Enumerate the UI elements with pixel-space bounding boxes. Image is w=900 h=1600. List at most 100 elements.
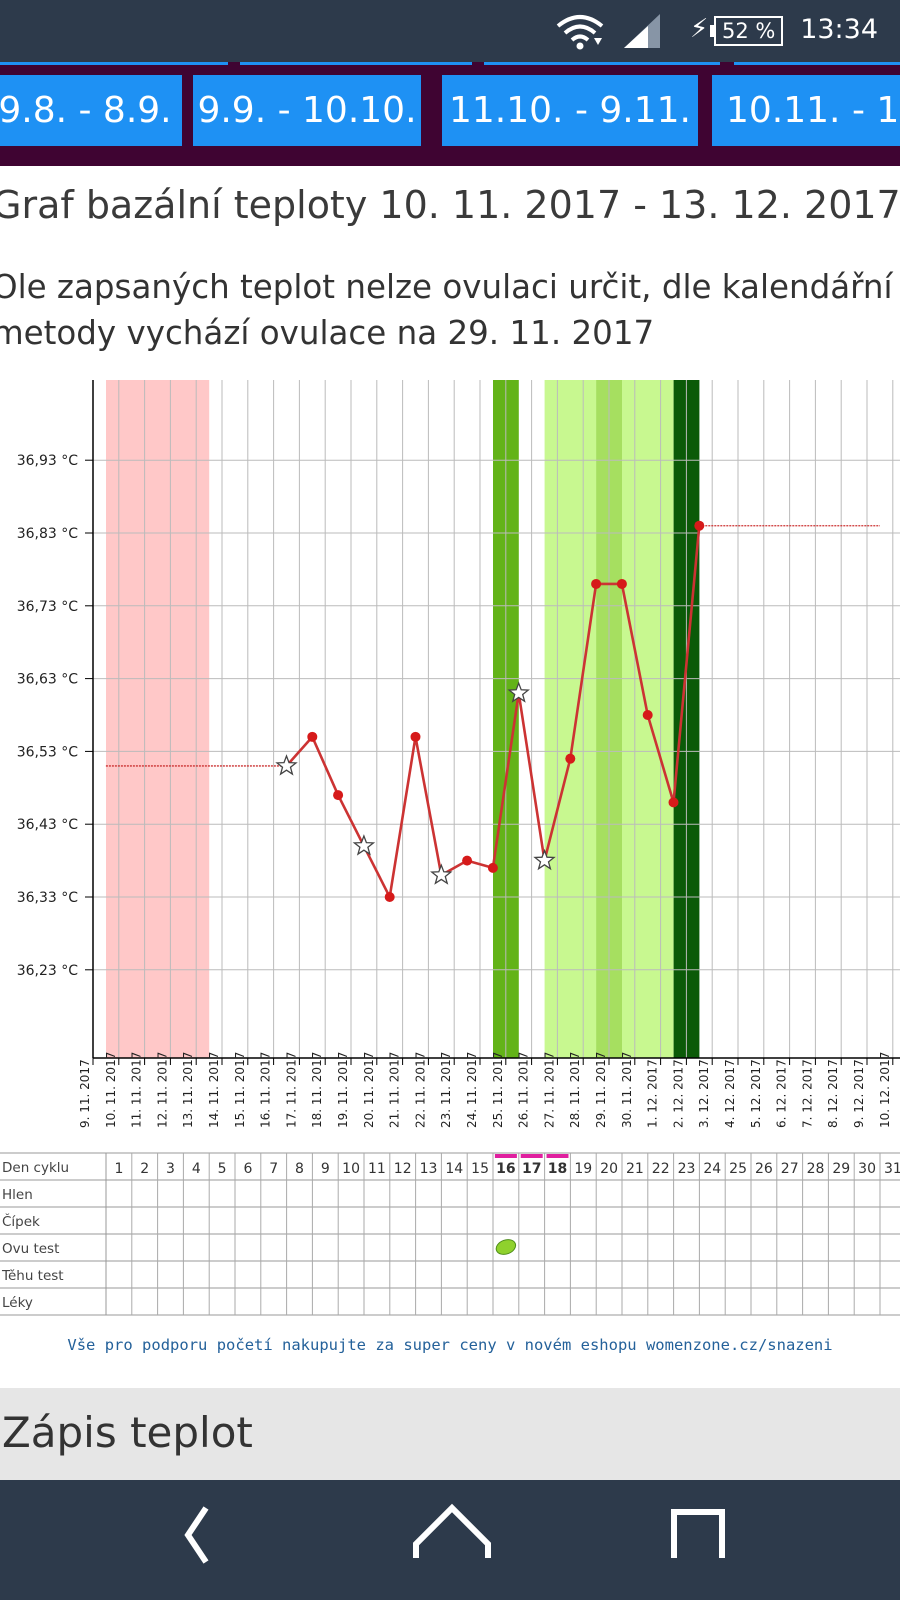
cycle-day: 12: [394, 1161, 412, 1177]
cycle-day: 3: [166, 1161, 175, 1177]
cycle-table: Den cyklu Hlen Čípek Ovu test Těhu test Léky 1…: [0, 1152, 900, 1316]
table-row-label: Léky: [2, 1295, 33, 1311]
cycle-day: 29: [832, 1161, 850, 1177]
y-tick-label: 36,23 °C: [17, 963, 79, 979]
cycle-day: 27: [781, 1161, 799, 1177]
recent-apps-icon[interactable]: [668, 1500, 728, 1570]
data-point: [694, 520, 705, 531]
y-tick-label: 36,93 °C: [17, 453, 79, 469]
y-tick-label: 36,43 °C: [17, 817, 79, 833]
phase-band-1: [106, 380, 210, 1058]
x-tick-label: 29. 11. 2017: [594, 1052, 608, 1128]
tab-period-4[interactable]: 10.11. - 13.12.: [712, 75, 900, 146]
cycle-day: 14: [445, 1161, 463, 1177]
cycle-day: 8: [295, 1161, 304, 1177]
data-point-star: [430, 863, 453, 885]
tab-period-1[interactable]: 9.8. - 8.9.: [0, 75, 182, 146]
x-tick-label: 16. 11. 2017: [259, 1052, 273, 1128]
data-point-star: [507, 681, 530, 703]
x-tick-label: 27. 11. 2017: [542, 1052, 556, 1128]
temperature-chart: 36,93 °C 36,83 °C 36,73 °C 36,63 °C 36,53 °C…: [0, 380, 900, 1316]
x-tick-label: 18. 11. 2017: [310, 1052, 324, 1128]
y-axis-ticks: 36,93 °C 36,83 °C 36,73 °C 36,63 °C 36,53 °C…: [17, 453, 93, 979]
table-row-label: Těhu test: [1, 1268, 64, 1284]
tab-period-3[interactable]: 11.10. - 9.11.: [442, 75, 698, 146]
data-point-star: [275, 754, 298, 776]
x-tick-label: 4. 12. 2017: [723, 1059, 737, 1128]
cycle-day: 30: [858, 1161, 876, 1177]
x-tick-label: 22. 11. 2017: [413, 1052, 427, 1128]
data-point-star: [352, 834, 376, 856]
cycle-day: 31: [884, 1161, 900, 1177]
data-point: [384, 892, 395, 902]
cycle-day: 28: [807, 1161, 825, 1177]
data-point: [565, 753, 576, 764]
x-tick-label: 12. 11. 2017: [155, 1052, 169, 1128]
info-line-1: Ole zapsaných teplot nelze ovulaci určit…: [0, 268, 893, 306]
x-tick-label: 24. 11. 2017: [465, 1052, 479, 1128]
period-tabs: 9.8. - 8.9. 9.9. - 10.10. 11.10. - 9.11.…: [0, 62, 900, 166]
cycle-day: 5: [218, 1161, 227, 1177]
cycle-day: 25: [729, 1161, 747, 1177]
cycle-day: 22: [652, 1161, 670, 1177]
cycle-day: 20: [600, 1161, 618, 1177]
cycle-day: 7: [269, 1161, 278, 1177]
data-point: [307, 731, 318, 742]
fertile-day-marker: [520, 1154, 543, 1158]
temperature-entry-section: Zápis teplot: [0, 1388, 900, 1480]
cycle-day: 24: [703, 1161, 721, 1177]
tab-period-2[interactable]: 9.9. - 10.10.: [193, 75, 421, 146]
data-point: [668, 797, 679, 808]
data-point: [616, 578, 627, 589]
x-tick-label: 8. 12. 2017: [826, 1059, 840, 1128]
table-row-label: Čípek: [2, 1212, 40, 1230]
fertile-day-marker: [546, 1154, 569, 1158]
chart-grid: [92, 380, 900, 1058]
temperature-series: [105, 520, 880, 902]
x-tick-label: 30. 11. 2017: [620, 1052, 634, 1128]
table-row-label: Ovu test: [2, 1241, 59, 1257]
page-title: Graf bazální teploty 10. 11. 2017 - 13. …: [0, 183, 900, 227]
y-tick-label: 36,63 °C: [17, 672, 79, 688]
cycle-day: 13: [420, 1161, 438, 1177]
x-tick-label: 19. 11. 2017: [336, 1052, 350, 1128]
navigation-bar: [0, 1480, 900, 1600]
data-point: [462, 855, 473, 866]
ovu-test-positive-icon: [495, 1239, 517, 1255]
x-tick-label: 21. 11. 2017: [388, 1052, 402, 1128]
home-icon[interactable]: [410, 1500, 494, 1570]
x-tick-label: 28. 11. 2017: [568, 1052, 582, 1128]
x-tick-label: 26. 11. 2017: [517, 1052, 531, 1128]
x-tick-label: 7. 12. 2017: [800, 1059, 814, 1128]
cycle-day: 18: [548, 1161, 567, 1177]
x-tick-label: 5. 12. 2017: [749, 1059, 763, 1128]
y-tick-label: 36,73 °C: [17, 599, 79, 615]
x-tick-label: 23. 11. 2017: [439, 1052, 453, 1128]
table-row-label: Den cyklu: [2, 1160, 69, 1176]
x-tick-label: 15. 11. 2017: [233, 1052, 247, 1128]
chart-axes: [92, 380, 900, 1059]
x-tick-label: 13. 11. 2017: [181, 1052, 195, 1128]
x-tick-label: 9. 12. 2017: [852, 1059, 866, 1128]
cycle-day: 10: [342, 1161, 360, 1177]
cycle-day: 4: [192, 1161, 201, 1177]
data-point: [591, 578, 602, 589]
data-point: [410, 731, 421, 742]
x-tick-label: 10. 11. 2017: [104, 1052, 118, 1128]
cycle-day: 9: [321, 1161, 330, 1177]
cycle-day: 26: [755, 1161, 773, 1177]
back-icon[interactable]: [168, 1500, 228, 1570]
promo-link[interactable]: Vše pro podporu početí nakupujte za supe…: [67, 1336, 833, 1354]
x-tick-label: 17. 11. 2017: [284, 1052, 298, 1128]
y-tick-label: 36,83 °C: [17, 526, 79, 542]
x-tick-label: 1. 12. 2017: [646, 1059, 660, 1128]
cycle-day: 2: [140, 1161, 149, 1177]
battery-indicator: 52 %: [709, 16, 784, 46]
data-point: [642, 710, 653, 720]
data-point: [333, 790, 344, 801]
x-tick-label: 14. 11. 2017: [207, 1052, 221, 1128]
cycle-day: 16: [496, 1161, 515, 1177]
section-title: Zápis teplot: [2, 1408, 253, 1457]
table-row-label: Hlen: [2, 1187, 33, 1203]
x-tick-label: 20. 11. 2017: [362, 1052, 376, 1128]
